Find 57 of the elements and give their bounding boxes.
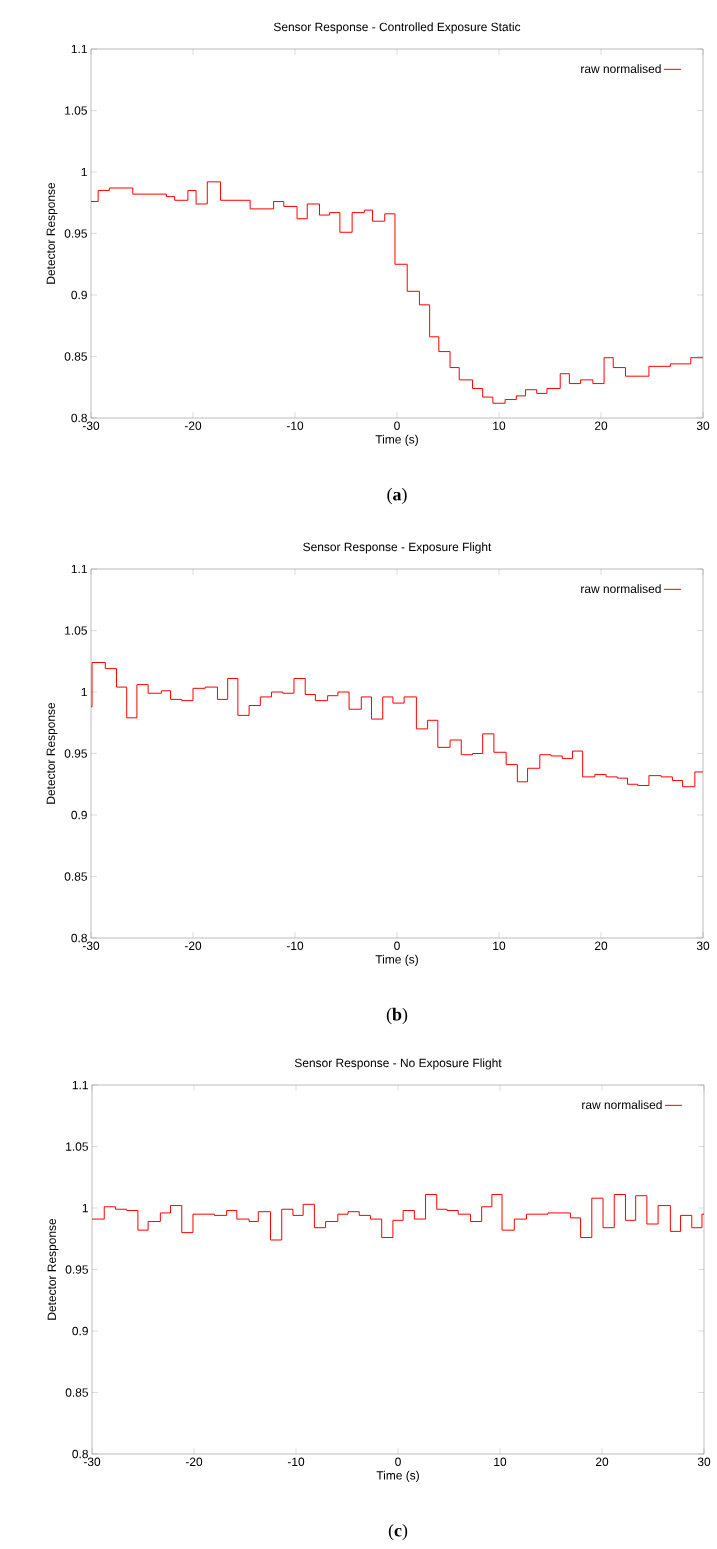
y-tick-label: 0.8 xyxy=(71,413,87,423)
x-tick-label: -20 xyxy=(184,941,202,950)
legend-label: raw normalised xyxy=(581,584,661,594)
x-tick-label: 30 xyxy=(696,941,710,950)
x-tick-label: 30 xyxy=(696,421,710,430)
y-tick-label: 0.85 xyxy=(64,872,87,881)
x-tick-label: 30 xyxy=(697,1457,711,1466)
x-tick-label: -30 xyxy=(82,421,100,430)
text: (c) xyxy=(388,1523,408,1541)
x-tick-label: 20 xyxy=(594,421,608,430)
x-tick-label: 20 xyxy=(595,1457,609,1466)
y-tick-label: 0.9 xyxy=(72,1326,88,1336)
x-tick-label: -10 xyxy=(286,941,304,950)
y-tick-label: 0.95 xyxy=(64,749,87,758)
x-tick-label: -20 xyxy=(184,421,202,430)
x-tick-label: -10 xyxy=(286,421,304,430)
y-tick-label: 0.95 xyxy=(65,1265,88,1274)
y-axis-title: Detector Response xyxy=(47,1218,59,1320)
x-axis-title: Time (s) xyxy=(375,954,418,966)
y-tick-label: 1.1 xyxy=(71,44,87,54)
x-axis-title: Time (s) xyxy=(376,1470,419,1482)
y-tick-label: 1 xyxy=(82,1203,88,1213)
x-tick-label: 10 xyxy=(493,941,506,950)
x-tick-label: 0 xyxy=(395,1457,401,1466)
chart-title: Sensor Response - Controlled Exposure Static xyxy=(273,22,521,34)
y-tick-label: 1.1 xyxy=(71,564,87,574)
y-tick-label: 1.05 xyxy=(65,106,87,115)
y-tick-label: 0.9 xyxy=(71,290,87,300)
y-axis-title: Detector Response xyxy=(46,182,58,284)
chart-title: Sensor Response - No Exposure Flight xyxy=(294,1058,502,1070)
y-tick-label: 0.8 xyxy=(71,933,87,943)
y-tick-label: 1 xyxy=(81,167,87,177)
legend-label: raw normalised xyxy=(582,1100,662,1110)
x-tick-label: 10 xyxy=(493,421,506,430)
legend-label: raw normalised xyxy=(581,64,661,74)
y-tick-label: 0.95 xyxy=(64,229,87,238)
y-tick-label: 0.85 xyxy=(65,1388,88,1397)
text: (a) xyxy=(387,487,407,505)
y-axis-title: Detector Response xyxy=(46,702,58,804)
chart-title: Sensor Response - Exposure Flight xyxy=(303,542,492,554)
x-tick-label: 0 xyxy=(394,421,400,430)
x-tick-label: 10 xyxy=(494,1457,507,1466)
x-tick-label: -20 xyxy=(185,1457,203,1466)
x-tick-label: -10 xyxy=(287,1457,305,1466)
x-axis-title: Time (s) xyxy=(375,434,418,446)
y-tick-label: 1 xyxy=(81,687,87,697)
y-tick-label: 0.8 xyxy=(72,1449,88,1459)
y-tick-label: 1.1 xyxy=(72,1080,88,1090)
x-tick-label: -30 xyxy=(82,941,100,950)
y-tick-label: 0.85 xyxy=(64,352,87,361)
y-tick-label: 1.05 xyxy=(66,1142,88,1151)
y-tick-label: 0.9 xyxy=(71,810,87,820)
x-tick-label: 20 xyxy=(594,941,608,950)
x-tick-label: -30 xyxy=(83,1457,101,1466)
x-tick-label: 0 xyxy=(394,941,400,950)
text: (b) xyxy=(386,1007,408,1025)
y-tick-label: 1.05 xyxy=(65,626,87,635)
